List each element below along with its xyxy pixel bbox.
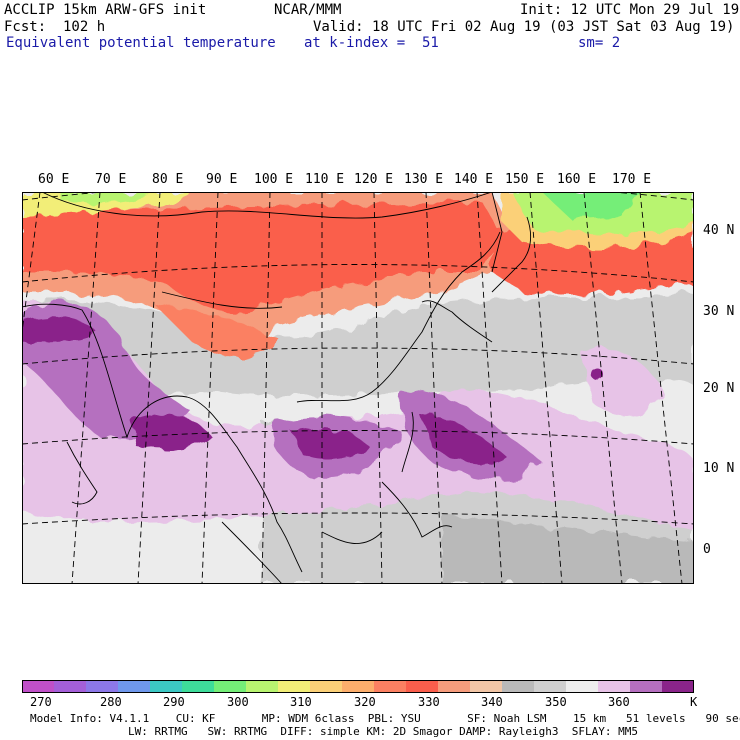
colorbar-tick-label: 280 (100, 695, 122, 709)
colorbar-swatch (54, 680, 87, 693)
colorbar-tick-label: 310 (290, 695, 312, 709)
lon-label: 60 E (38, 172, 70, 187)
colorbar-tick-label: 360 (608, 695, 630, 709)
lon-label: 120 E (354, 172, 394, 187)
lon-label: 70 E (95, 172, 127, 187)
green-region (542, 192, 642, 220)
field-name: Equivalent potential temperature (6, 35, 276, 51)
level-label: at k-index = 51 (304, 35, 439, 51)
graticule (22, 192, 694, 584)
green-region (62, 192, 152, 203)
lon-label: 170 E (612, 172, 652, 187)
colorbar (22, 680, 694, 693)
valid-time: Valid: 18 UTC Fri 02 Aug 19 (03 JST Sat … (313, 19, 735, 35)
colorbar-tick-label: 300 (227, 695, 249, 709)
colorbar-frame (22, 680, 694, 693)
lon-label: 80 E (152, 172, 184, 187)
coastlines (22, 192, 532, 584)
colorbar-tick-label: 350 (545, 695, 567, 709)
dark-purple-region (422, 416, 507, 465)
forecast-hour: Fcst: 102 h (4, 19, 106, 35)
colorbar-swatch (374, 680, 407, 693)
theta-e-shading (22, 192, 694, 584)
lat-label: 0 (703, 542, 711, 557)
colorbar-swatch (662, 680, 694, 693)
red-region (152, 302, 282, 357)
center-label: NCAR/MMM (274, 2, 342, 18)
init-time: Init: 12 UTC Mon 29 Jul 19 (520, 2, 740, 18)
model-info-line: Model Info: V4.1.1 CU: KF MP: WDM 6class… (30, 712, 740, 725)
lon-label: 160 E (557, 172, 597, 187)
colorbar-swatch (22, 680, 55, 693)
colorbar-swatch (502, 680, 535, 693)
colorbar-swatch (214, 680, 247, 693)
colorbar-swatch (86, 680, 119, 693)
lon-label: 110 E (305, 172, 345, 187)
colorbar-swatch (470, 680, 503, 693)
lon-label: 100 E (254, 172, 294, 187)
colorbar-swatch (278, 680, 311, 693)
colorbar-swatch (534, 680, 567, 693)
colorbar-swatch (598, 680, 631, 693)
colorbar-swatch (630, 680, 663, 693)
colorbar-swatch (150, 680, 183, 693)
lilac-region (22, 300, 694, 532)
colorbar-swatch (118, 680, 151, 693)
colorbar-swatch (342, 680, 375, 693)
map-frame (22, 192, 694, 584)
red-region (22, 202, 500, 313)
dark-purple-region (292, 428, 367, 460)
lilac-region (582, 349, 662, 416)
lon-label: 140 E (454, 172, 494, 187)
typhoon-core (591, 368, 603, 380)
colorbar-tick-label: 340 (481, 695, 503, 709)
lon-label: 130 E (404, 172, 444, 187)
dark-purple-region (22, 316, 97, 342)
colorbar-unit: K (690, 695, 698, 709)
theta-e-map (22, 192, 694, 584)
colorbar-tick-label: 270 (30, 695, 52, 709)
colorbar-swatch (182, 680, 215, 693)
colorbar-swatch (566, 680, 599, 693)
colorbar-tick-label: 320 (354, 695, 376, 709)
colorbar-swatch (438, 680, 471, 693)
lat-label: 10 N (703, 461, 735, 476)
model-physics-line: LW: RRTMG SW: RRTMG DIFF: simple KM: 2D … (128, 725, 638, 738)
colorbar-tick-label: 290 (163, 695, 185, 709)
colorbar-swatch (310, 680, 343, 693)
colorbar-tick-label: 330 (418, 695, 440, 709)
model-title: ACCLIP 15km ARW-GFS init (4, 2, 207, 18)
lon-label: 150 E (505, 172, 545, 187)
dark-purple-region (132, 414, 212, 450)
lat-label: 20 N (703, 381, 735, 396)
lat-label: 40 N (703, 223, 735, 238)
grey-region (442, 512, 694, 584)
lon-label: 90 E (206, 172, 238, 187)
colorbar-swatch (246, 680, 279, 693)
smoothing-label: sm= 2 (578, 35, 621, 51)
colorbar-swatch (406, 680, 439, 693)
lat-label: 30 N (703, 304, 735, 319)
